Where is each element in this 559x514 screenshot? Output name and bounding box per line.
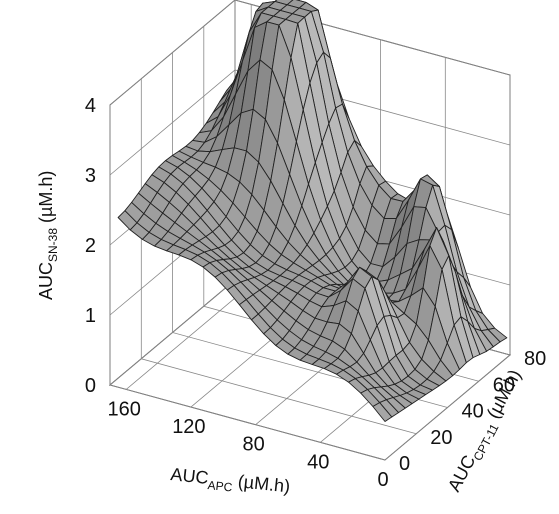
y-axis-unit: (µM.h) xyxy=(483,366,525,422)
z-gridline xyxy=(109,0,511,106)
surface-cell xyxy=(372,402,393,422)
x-tick-label: 80 xyxy=(242,434,264,456)
y-tick-label: 40 xyxy=(462,401,484,423)
y-tick-label: 0 xyxy=(399,453,410,475)
x-tick-label: 160 xyxy=(107,398,140,420)
z-tick-label: 3 xyxy=(85,165,96,187)
z-tick-label: 1 xyxy=(85,305,96,327)
z-axis-unit: (µM.h) xyxy=(36,171,56,223)
z-tick-label: 4 xyxy=(85,95,96,117)
z-axis-name: AUC xyxy=(36,262,56,300)
x-axis-unit: (µM.h) xyxy=(237,471,291,496)
x-tick-label: 120 xyxy=(172,416,205,438)
x-tick-label: 40 xyxy=(307,451,329,473)
y-axis-subscript: CPT-11 xyxy=(471,421,502,463)
x-axis-title: AUCAPC (µM.h) xyxy=(169,464,291,500)
x-axis-subscript: APC xyxy=(207,478,233,495)
y-tick-label: 80 xyxy=(524,348,546,370)
y-gridline xyxy=(140,78,417,435)
z-tick-label: 2 xyxy=(85,235,96,257)
x-axis-name: AUC xyxy=(170,464,210,488)
y-gridline xyxy=(109,105,386,461)
y-tick-label: 60 xyxy=(493,374,515,396)
z-axis-subscript: SN-38 xyxy=(46,228,60,262)
surface-mesh xyxy=(117,0,508,422)
z-axis-title: AUCSN-38 (µM.h) xyxy=(36,171,60,300)
z-tick-label: 0 xyxy=(85,375,96,397)
y-tick-label: 20 xyxy=(430,427,452,449)
x-tick-label: 0 xyxy=(377,469,388,491)
